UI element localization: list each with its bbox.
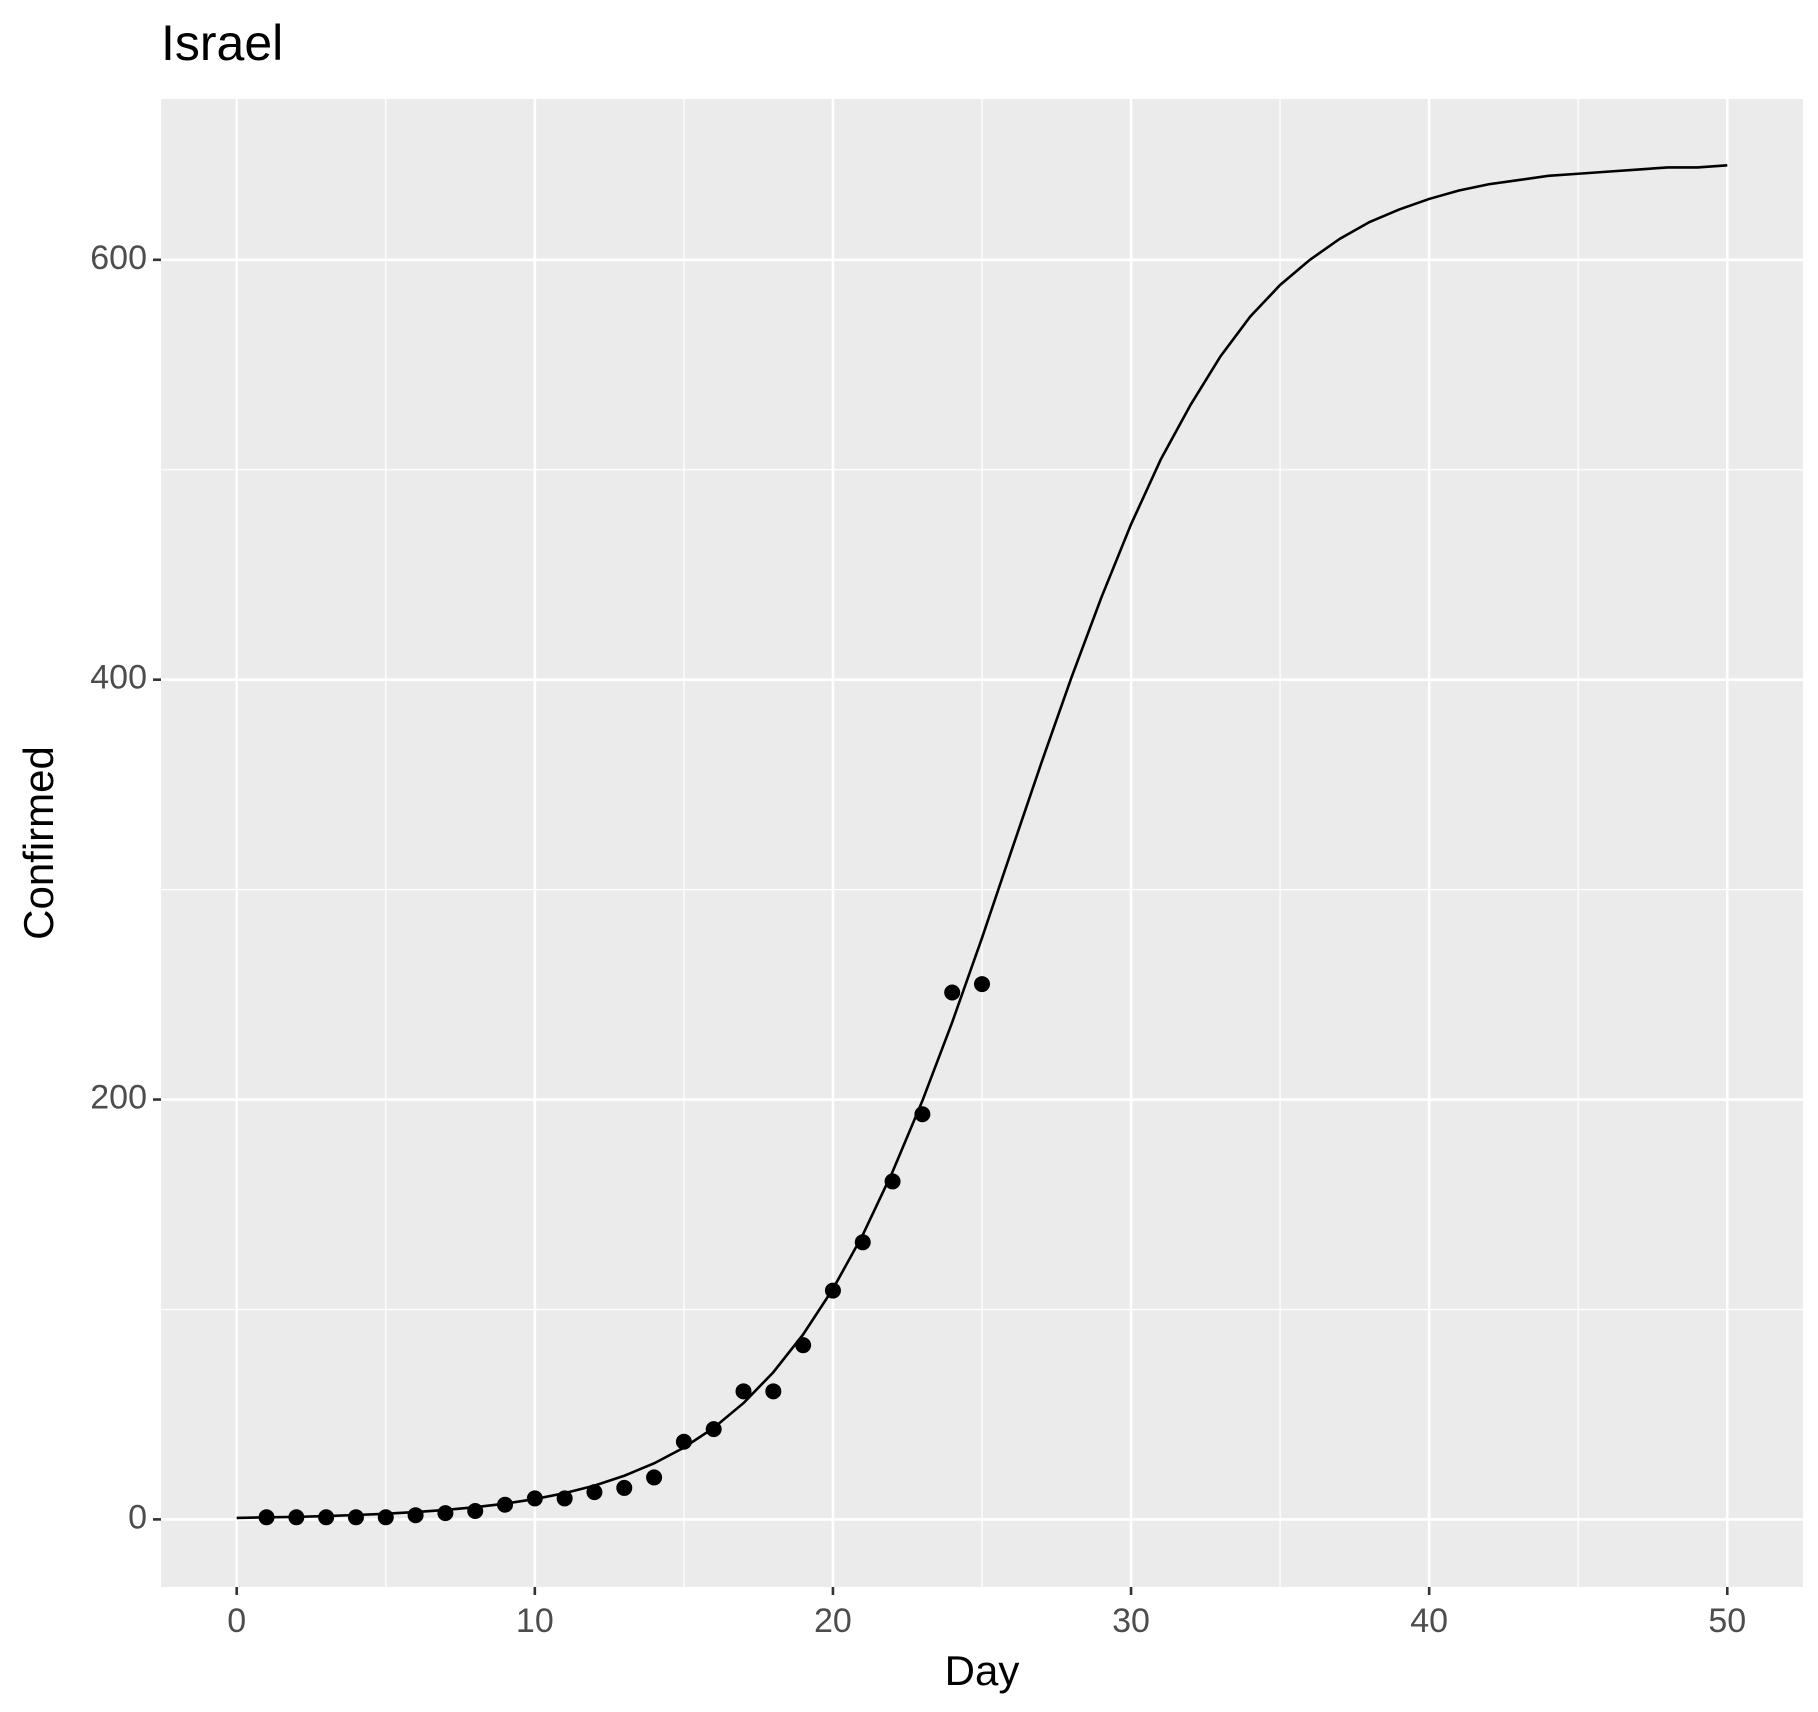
x-tick-label: 40 [1410, 1602, 1448, 1640]
y-tick-label: 200 [90, 1079, 147, 1117]
data-point [437, 1505, 454, 1522]
x-tick-label: 20 [814, 1602, 852, 1640]
x-tick-label: 30 [1112, 1602, 1150, 1640]
fit-line [236, 164, 1728, 1520]
y-axis-title: Confirmed [15, 746, 62, 940]
data-point [735, 1383, 752, 1400]
y-tick-label: 600 [90, 239, 147, 277]
data-point [347, 1509, 364, 1526]
y-tick-label: 400 [90, 659, 147, 697]
chart-title: Israel [161, 15, 283, 71]
x-tick-label: 0 [227, 1602, 246, 1640]
x-tick-label: 10 [516, 1602, 554, 1640]
data-point [377, 1509, 394, 1526]
data-point [854, 1234, 871, 1251]
data-point [586, 1484, 603, 1501]
data-point [765, 1383, 782, 1400]
y-tick-label: 0 [128, 1498, 147, 1536]
data-point [616, 1479, 633, 1496]
x-tick-label: 50 [1708, 1602, 1746, 1640]
x-axis-title: Day [945, 1647, 1020, 1694]
data-point [944, 984, 961, 1001]
data-point [407, 1507, 424, 1524]
data-point [974, 976, 990, 993]
data-point [646, 1469, 663, 1486]
